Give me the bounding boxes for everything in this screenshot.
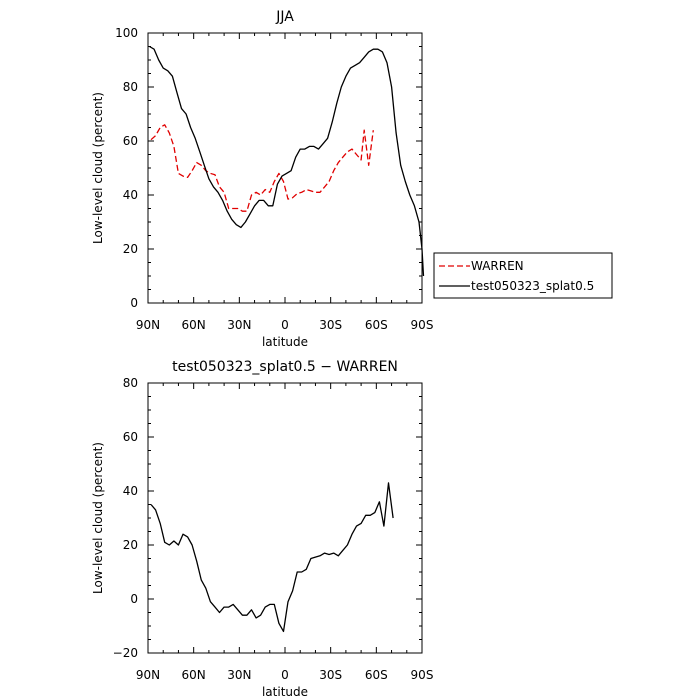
x-tick-label: 90S [411, 318, 434, 332]
series-line-warren [150, 124, 374, 212]
x-tick-label: 90N [136, 318, 160, 332]
chart-panel-2: −20 0 20 40 60 80 90N 60N 30N 0 30S 60S 90S test05032… [91, 359, 433, 699]
x-axis-label: latitude [262, 685, 308, 699]
chart-title: JJA [275, 9, 294, 25]
y-tick-label: −20 [113, 646, 138, 660]
plot-frame [147, 32, 423, 304]
y-axis-label: Low-level cloud (percent) [91, 442, 105, 594]
y-tick-label: 20 [123, 242, 138, 256]
legend-label: test050323_splat0.5 [471, 279, 594, 293]
x-tick-label: 90N [136, 668, 160, 682]
y-tick-label: 80 [123, 80, 138, 94]
series-line-difference [150, 482, 394, 633]
y-tick-label: 0 [130, 296, 138, 310]
x-axis-label: latitude [262, 335, 308, 349]
x-tick-label: 30N [227, 318, 251, 332]
y-tick-label: 60 [123, 430, 138, 444]
series-line-test050323-splat0-5 [149, 45, 425, 277]
legend-label: WARREN [471, 259, 524, 273]
y-tick-label: 100 [115, 26, 138, 40]
y-tick-label: 40 [123, 188, 138, 202]
x-tick-label: 30S [319, 668, 342, 682]
x-tick-label: 30S [319, 318, 342, 332]
legend-box [433, 252, 613, 299]
y-tick-label: 20 [123, 538, 138, 552]
x-tick-label: 0 [281, 668, 289, 682]
y-tick-label: 60 [123, 134, 138, 148]
x-tick-label: 30N [227, 668, 251, 682]
y-tick-label: 40 [123, 484, 138, 498]
x-tick-label: 60N [182, 318, 206, 332]
x-tick-label: 60S [365, 668, 388, 682]
y-axis-label: Low-level cloud (percent) [91, 92, 105, 244]
x-tick-label: 90S [411, 668, 434, 682]
chart-title: test050323_splat0.5 − WARREN [172, 359, 398, 375]
y-tick-label: 0 [130, 592, 138, 606]
chart-panel-1: 0 20 40 60 80 100 90N 60N 30N 0 30S 60S 90S JJA latitu… [91, 9, 433, 349]
x-tick-label: 0 [281, 318, 289, 332]
y-tick-label: 80 [123, 376, 138, 390]
x-tick-label: 60N [182, 668, 206, 682]
plot-frame [147, 382, 423, 654]
legend: WARREN test050323_splat0.5 [433, 252, 613, 299]
x-tick-label: 60S [365, 318, 388, 332]
